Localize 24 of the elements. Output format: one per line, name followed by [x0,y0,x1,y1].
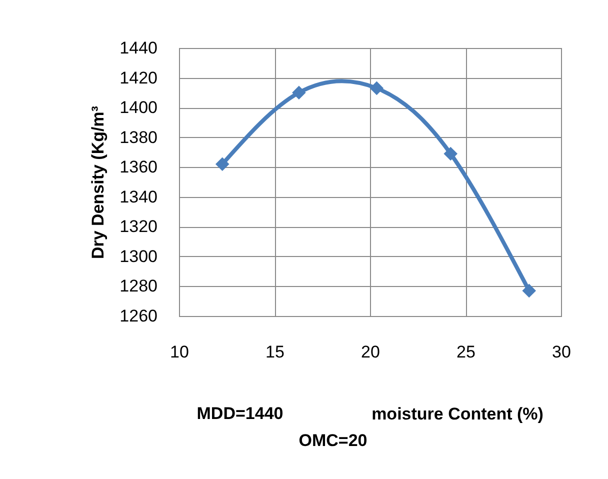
y-tick-label: 1400 [120,98,158,118]
y-tick-label: 1340 [120,187,158,206]
y-axis-title: Dry Density (Kg/m³ [88,106,108,260]
y-tick-label: 1260 [120,306,158,326]
text: OMC=20 [298,431,368,450]
point [444,146,458,161]
x-tick-label: 15 [266,342,284,362]
x-tick-label: 10 [170,342,189,362]
y-tick-label: 1300 [120,246,158,266]
y-tick-label: 1360 [120,158,158,177]
y-tick-label: 1280 [120,276,158,296]
point [370,81,384,96]
x-axis-title: moisture Content (%) [372,404,544,424]
point [522,284,536,298]
y-tick-label: 1320 [120,217,158,236]
x-tick-label: 25 [456,342,476,362]
y-tick-label: 1380 [120,128,158,147]
x-tick-label: 30 [552,342,571,362]
y-tick-label: 1440 [120,38,158,58]
x-tick-label: 20 [361,342,380,362]
y-tick-label: 1420 [120,68,158,88]
text: MDD=1440 [196,404,284,423]
point [292,86,306,100]
point [215,157,230,172]
